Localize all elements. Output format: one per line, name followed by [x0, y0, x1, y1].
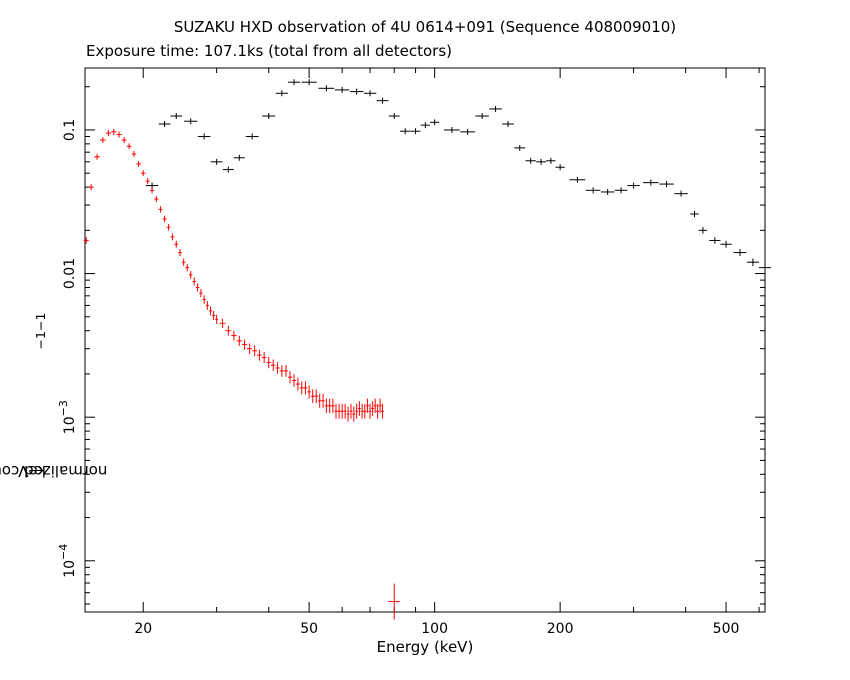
x-tick-label: 500: [713, 621, 740, 637]
y-tick-label: 0.01: [62, 258, 78, 289]
x-tick-label: 200: [547, 621, 574, 637]
x-tick-label: 50: [300, 621, 318, 637]
y-tick-label: 0.1: [62, 119, 78, 141]
series-0: [83, 128, 401, 620]
chart-title: SUZAKU HXD observation of 4U 0614+091 (S…: [173, 18, 677, 36]
chart-subtitle: Exposure time: 107.1ks (total from all d…: [86, 42, 453, 60]
y-tick-label-base: 10: [62, 416, 78, 434]
y-tick-label: 10−4: [57, 544, 78, 578]
plot-frame: [84, 67, 766, 613]
x-tick-label: 20: [134, 621, 152, 637]
y-tick-label-exp: −4: [57, 544, 70, 560]
series-1: [145, 79, 772, 272]
y-tick-label-exp: −3: [57, 400, 70, 416]
x-tick-label: 100: [421, 621, 448, 637]
data-series: [83, 79, 772, 620]
x-axis-label: Energy (keV): [376, 638, 474, 656]
y-tick-label: 10−3: [57, 400, 78, 434]
y-tick-label-base: 10: [62, 560, 78, 578]
